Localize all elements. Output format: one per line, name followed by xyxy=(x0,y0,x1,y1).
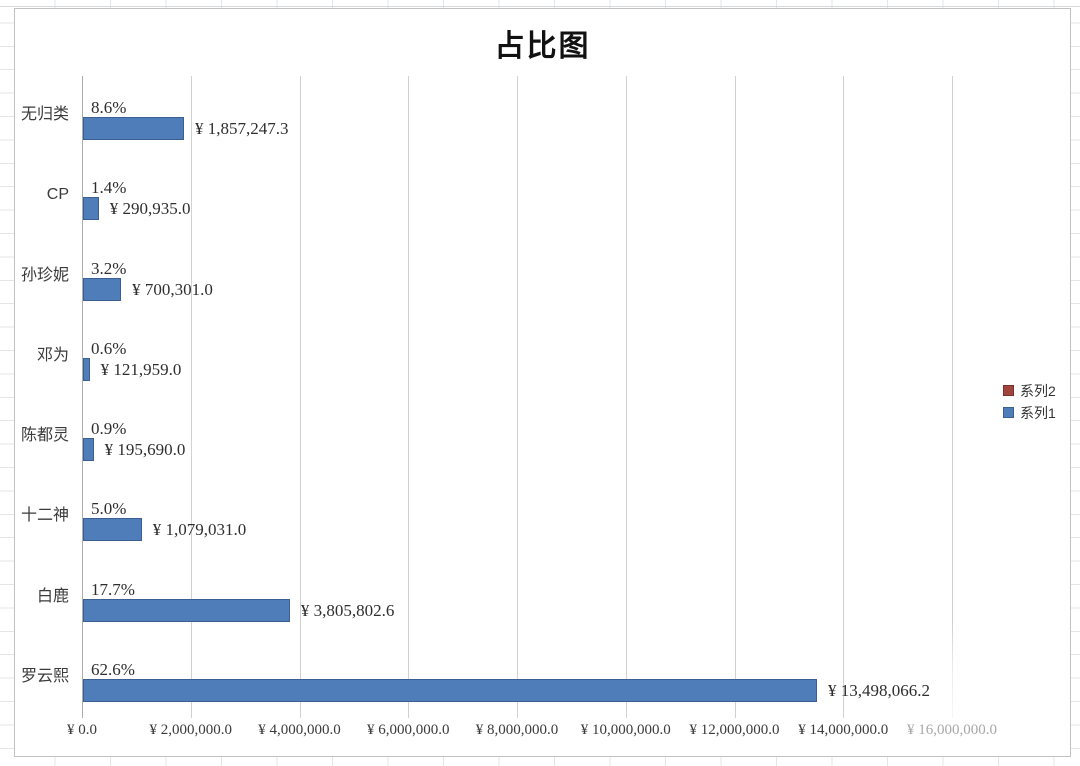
category-axis-labels: 无归类 CP 孙珍妮邓为陈都灵十二神白鹿罗云熙 xyxy=(17,76,75,718)
gridline xyxy=(517,76,518,718)
chart-band: 0.9% ¥ 195,690.0 xyxy=(82,397,952,477)
gridline xyxy=(625,76,627,718)
x-axis-tick-label: ¥ 12,000,000.0 xyxy=(689,722,780,738)
bar-2[interactable] xyxy=(83,197,99,221)
percent-data-label: 8.6% xyxy=(91,98,127,117)
spreadsheet-row-line xyxy=(0,6,1080,7)
value-axis-line xyxy=(82,76,83,718)
gridline xyxy=(843,76,845,718)
gridline xyxy=(190,76,192,718)
x-axis-tick-label: ¥ 6,000,000.0 xyxy=(367,722,450,738)
x-axis-tick-label: ¥ 4,000,000.0 xyxy=(258,722,341,738)
bar-6[interactable] xyxy=(83,518,142,542)
chart-band: 3.2% ¥ 700,301.0 xyxy=(82,237,952,317)
bar-4[interactable] xyxy=(83,357,90,381)
gridline xyxy=(734,76,736,718)
bar-8[interactable] xyxy=(83,678,817,702)
gridline xyxy=(299,76,301,718)
value-data-label: ¥ 13,498,066.2 xyxy=(828,680,930,700)
value-data-label: ¥ 290,935.0 xyxy=(109,199,191,219)
plot-area[interactable]: 8.6% ¥ 1,857,247.3 1.4% ¥ 290,935.0 3.2% ¥ 70… xyxy=(82,76,953,718)
chart-band: 5.0% ¥ 1,079,031.0 xyxy=(82,477,952,557)
value-data-label: ¥ 195,690.0 xyxy=(104,440,186,459)
category-label: 无归类 xyxy=(20,106,69,123)
legend-label: 系列2 xyxy=(1020,382,1056,399)
bar-5[interactable] xyxy=(83,438,94,461)
x-axis-tick-label: ¥ 2,000,000.0 xyxy=(149,722,233,738)
category-label: 陈都灵 xyxy=(20,427,69,444)
x-axis-tick-label: ¥ 16,000,000.0 xyxy=(907,722,997,738)
x-axis-tick-label: ¥ 0.0 xyxy=(67,722,97,738)
value-data-label: ¥ 1,857,247.3 xyxy=(195,119,289,138)
category-label: 十二神 xyxy=(20,507,69,525)
percent-data-label: 62.6% xyxy=(91,659,135,679)
chart-band: 8.6% ¥ 1,857,247.3 xyxy=(82,76,952,156)
legend-label: 系列1 xyxy=(1020,404,1056,421)
percent-data-label: 1.4% xyxy=(91,178,127,198)
legend: 系列2 系列1 xyxy=(1003,383,1056,427)
legend-swatch-icon xyxy=(1003,407,1014,418)
gridline xyxy=(408,76,410,718)
gridline xyxy=(952,76,953,718)
category-label: 罗云熙 xyxy=(20,667,69,685)
chart-object[interactable]: 占比图 8.6% ¥ 1,857,247.3 1.4% ¥ 290,935.0 3.2%… xyxy=(14,8,1071,757)
bar-7[interactable] xyxy=(83,598,290,622)
chart-band: 62.6% ¥ 13,498,066.2 xyxy=(82,638,952,718)
bar-3[interactable] xyxy=(83,277,122,301)
category-label: CP xyxy=(46,186,69,204)
x-axis-tick-label: ¥ 14,000,000.0 xyxy=(798,722,889,738)
percent-data-label: 0.6% xyxy=(91,338,127,358)
chart-band: 1.4% ¥ 290,935.0 xyxy=(82,156,952,236)
value-data-label: ¥ 3,805,802.6 xyxy=(300,600,395,620)
x-axis-tick-label: ¥ 8,000,000.0 xyxy=(475,722,559,738)
chart-title: 占比图 xyxy=(494,30,591,63)
chart-band: 0.6% ¥ 121,959.0 xyxy=(82,317,952,397)
value-axis-labels: ¥ 0.0 ¥ 2,000,000.0 ¥ 4,000,000.0 ¥ 6,000,0… xyxy=(67,722,997,746)
percent-data-label: 17.7% xyxy=(91,579,135,599)
legend-swatch-icon xyxy=(1003,385,1014,396)
category-label: 邓为 xyxy=(36,346,69,364)
percent-data-label: 0.9% xyxy=(91,419,127,438)
percent-data-label: 5.0% xyxy=(91,499,127,519)
chart-band: 17.7% ¥ 3,805,802.6 xyxy=(82,558,952,638)
legend-item-系列2[interactable]: 系列2 xyxy=(1003,382,1056,399)
bar-1[interactable] xyxy=(83,117,184,140)
value-data-label: ¥ 1,079,031.0 xyxy=(152,520,247,540)
x-axis-tick-label: ¥ 10,000,000.0 xyxy=(580,722,671,738)
legend-item-系列1[interactable]: 系列1 xyxy=(1003,404,1056,421)
value-data-label: ¥ 700,301.0 xyxy=(132,279,213,299)
category-label: 白鹿 xyxy=(36,587,69,605)
category-label: 孙珍妮 xyxy=(20,266,69,284)
percent-data-label: 3.2% xyxy=(91,258,127,278)
value-data-label: ¥ 121,959.0 xyxy=(100,359,182,379)
